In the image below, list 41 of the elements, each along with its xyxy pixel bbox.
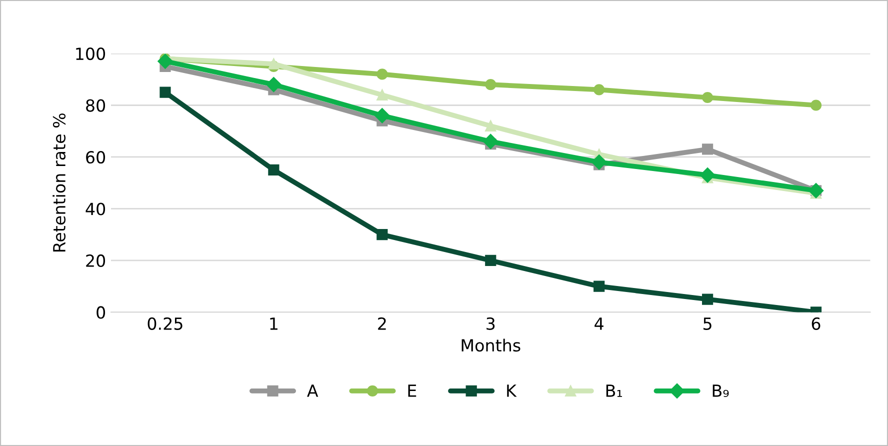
- point: [160, 86, 171, 98]
- point: [700, 168, 716, 183]
- point: [810, 100, 822, 111]
- legend-label: A: [307, 384, 318, 397]
- point: [485, 120, 496, 132]
- point: [376, 68, 388, 80]
- y-tick-label: 40: [86, 202, 106, 216]
- point: [594, 84, 605, 96]
- y-tick-label: 20: [86, 254, 106, 268]
- point: [702, 144, 714, 155]
- point: [268, 58, 280, 70]
- x-tick-label: 2: [378, 317, 386, 330]
- y-tick-label: 80: [86, 99, 106, 112]
- point: [485, 79, 496, 90]
- legend-label: K: [507, 384, 517, 397]
- x-tick-label: 3: [486, 317, 495, 330]
- point: [592, 154, 607, 170]
- point: [376, 229, 388, 240]
- y-tick-label: 100: [76, 47, 106, 60]
- point: [485, 254, 496, 266]
- y-tick-label: 60: [86, 150, 106, 164]
- legend-label: B₁: [606, 384, 622, 397]
- x-tick-label: 5: [704, 318, 712, 330]
- x-tick-label: 6: [812, 317, 820, 330]
- point: [374, 108, 390, 124]
- point: [594, 280, 605, 292]
- x-tick-label: 4: [594, 318, 604, 330]
- x-tick-label: 1: [270, 318, 278, 330]
- point: [158, 54, 173, 69]
- x-axis-title: Months: [462, 338, 520, 352]
- point: [266, 76, 282, 92]
- point: [376, 89, 388, 100]
- point: [268, 164, 280, 176]
- point: [702, 294, 714, 305]
- y-tick-label: 0: [96, 306, 106, 319]
- x-tick-label: 0.25: [148, 317, 182, 330]
- legend-label: B₉: [712, 384, 729, 397]
- point: [483, 134, 498, 150]
- legend-label: E: [408, 384, 416, 397]
- point: [702, 92, 714, 104]
- y-axis-title: Retention rate %: [52, 113, 66, 252]
